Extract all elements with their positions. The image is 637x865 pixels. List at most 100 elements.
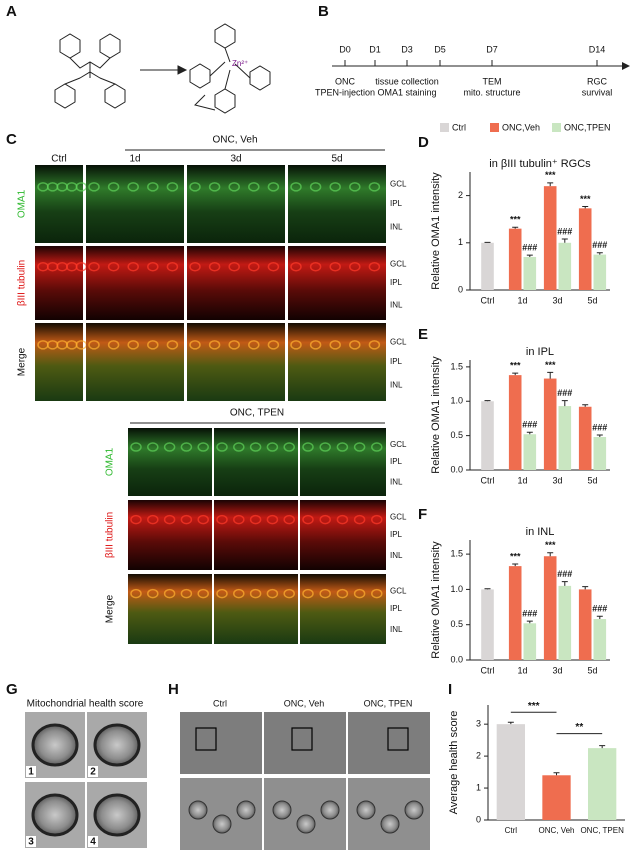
error-bar (561, 400, 568, 407)
error-bar (561, 581, 568, 586)
error-bar (596, 252, 603, 255)
cell (249, 442, 262, 452)
micrograph (300, 428, 386, 496)
cell (107, 182, 120, 192)
cell (197, 442, 209, 452)
score-box (26, 836, 36, 847)
score-label: 3 (28, 837, 34, 848)
cell (329, 261, 341, 272)
cell (107, 261, 120, 272)
x-tick-label: 3d (552, 295, 562, 305)
micrograph (35, 246, 83, 320)
cell (290, 261, 302, 272)
error-bar (526, 254, 533, 257)
mitochondrion (188, 800, 208, 820)
event-label: OMA1 staining (377, 87, 436, 97)
panel-label: F (418, 506, 427, 523)
micrograph (35, 323, 83, 401)
event-label: tissue collection (375, 76, 439, 86)
score-label: 1 (28, 767, 34, 778)
panel-label: C (6, 131, 17, 148)
cell (266, 514, 279, 525)
panel-label: E (418, 326, 428, 343)
cell (189, 182, 201, 192)
cell (368, 340, 381, 350)
layer-label: GCL (390, 260, 407, 269)
significance: ### (522, 420, 537, 430)
cell (349, 340, 361, 350)
layer-label: IPL (390, 357, 403, 366)
layer-label: GCL (390, 440, 407, 449)
cell (147, 442, 159, 452)
layer-label: INL (390, 223, 403, 232)
event-label: TPEN-injection (315, 87, 375, 97)
legend-label: ONC,Veh (502, 122, 540, 132)
bar (578, 208, 592, 290)
mitochondrion (31, 793, 79, 837)
cell (319, 514, 331, 525)
mitochondrion (272, 800, 292, 820)
event-label: survival (582, 87, 613, 97)
bar (481, 242, 494, 290)
cell (283, 514, 295, 525)
cell (180, 588, 193, 599)
cell (228, 182, 240, 192)
layer-label: GCL (390, 513, 407, 522)
micrograph (35, 165, 83, 243)
micrograph (86, 246, 184, 320)
cell (368, 182, 381, 192)
cell (266, 442, 279, 452)
error-bar (561, 238, 568, 243)
cell (130, 442, 142, 452)
x-tick-label: 3d (552, 665, 562, 675)
day-label: D1 (369, 44, 381, 54)
mitochondrion (380, 814, 400, 834)
cell (329, 182, 341, 192)
cell (208, 182, 221, 192)
cell (216, 514, 228, 525)
layer-label: GCL (390, 587, 407, 596)
error-bar (512, 563, 519, 567)
cell (166, 182, 179, 192)
micrograph (214, 428, 298, 496)
error-bar (547, 182, 554, 187)
cell (233, 514, 245, 525)
cell (349, 182, 361, 192)
legend-swatch (552, 123, 561, 132)
row-label: OMA1 (105, 447, 116, 476)
cell (189, 261, 201, 272)
day-label: D7 (486, 44, 498, 54)
error-bar (582, 404, 589, 407)
cell (267, 261, 280, 272)
cell (336, 514, 349, 525)
mitochondrion (404, 800, 424, 820)
layer-label: IPL (390, 199, 403, 208)
day-label: D14 (589, 44, 606, 54)
y-tick-label: 1.5 (450, 361, 463, 371)
mitochondrion (320, 800, 340, 820)
layer-label: INL (390, 300, 403, 309)
error-bar (526, 431, 533, 435)
bar (523, 623, 537, 660)
bar (523, 256, 537, 290)
x-tick-label: 3d (552, 475, 562, 485)
y-tick-label: 1 (458, 237, 463, 247)
cell (197, 514, 209, 525)
y-tick-label: 0.0 (450, 464, 463, 474)
bar (543, 378, 557, 470)
x-tick-label: 1d (517, 295, 527, 305)
cell (127, 182, 139, 192)
column-label: 3d (230, 154, 241, 165)
y-tick-label: 1.5 (450, 548, 463, 558)
cell (166, 340, 179, 350)
bar (481, 589, 494, 660)
y-tick-label: 2 (458, 190, 463, 200)
bar (508, 566, 522, 660)
bar (543, 186, 557, 290)
y-tick-label: 0 (458, 284, 463, 294)
cell (248, 261, 260, 272)
cell (336, 442, 349, 452)
panel-label: A (6, 3, 17, 20)
em-image (348, 712, 430, 774)
cell (319, 588, 331, 599)
